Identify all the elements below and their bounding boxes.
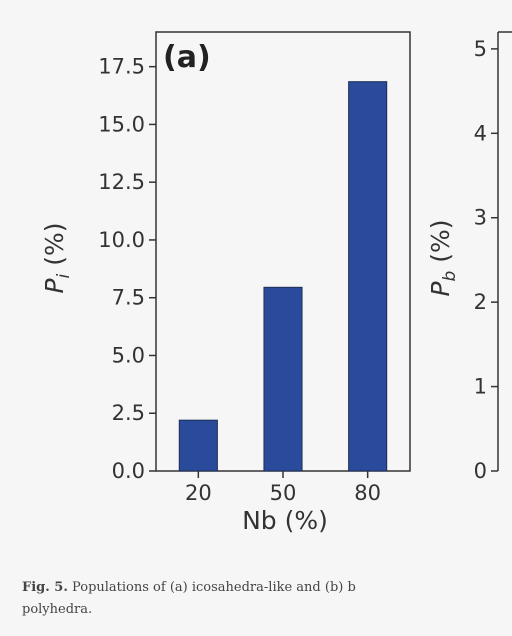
y-axis-label-b-main: P <box>426 281 455 297</box>
panel-label-a: (a) <box>163 40 211 75</box>
x-tick-label: 80 <box>354 481 381 505</box>
y-axis-label-b-sub: b <box>440 271 460 282</box>
y-tick-label: 2.5 <box>112 401 145 425</box>
figure-caption: Fig. 5. Populations of (a) icosahedra-li… <box>22 577 502 621</box>
y-axis-label-a-sub: i <box>54 273 74 278</box>
y-tick-label: 7.5 <box>112 286 145 310</box>
y-tick-label-b: 0 <box>474 459 487 483</box>
x-tick-label: 20 <box>185 481 212 505</box>
y-tick-label: 0.0 <box>112 459 145 483</box>
bar-20 <box>178 419 218 472</box>
x-tick-label: 50 <box>270 481 297 505</box>
y-tick-label-b: 3 <box>474 206 487 230</box>
y-tick-label: 15.0 <box>98 112 145 136</box>
y-tick-label-b: 4 <box>474 121 487 145</box>
y-tick-label: 5.0 <box>112 343 145 367</box>
chart-panel: 0.02.55.07.510.012.515.017.5 20 50 80 (a) … <box>40 31 512 535</box>
y-axis-label-a: Pi (%) <box>40 222 74 293</box>
bar-80 <box>348 81 388 472</box>
y-tick-label-b: 2 <box>474 290 487 314</box>
y-axis-label-a-main: P <box>40 278 69 294</box>
y-axis-label-b: Pb (%) <box>426 219 460 296</box>
y-tick-label: 17.5 <box>98 55 145 79</box>
caption-prefix: Fig. 5. <box>22 580 68 595</box>
y-tick-label: 12.5 <box>98 170 145 194</box>
x-axis-label: Nb (%) <box>242 506 328 535</box>
y-tick-label-b: 5 <box>474 37 487 61</box>
bar-50 <box>263 286 303 472</box>
caption-line-1: Populations of (a) icosahedra-like and (… <box>67 580 356 595</box>
y-axis-label-a-unit: (%) <box>40 222 69 273</box>
caption-line-2: polyhedra. <box>22 602 93 617</box>
y-tick-label: 10.0 <box>98 228 145 252</box>
y-tick-label-b: 1 <box>474 375 487 399</box>
y-axis-label-b-unit: (%) <box>426 219 455 270</box>
